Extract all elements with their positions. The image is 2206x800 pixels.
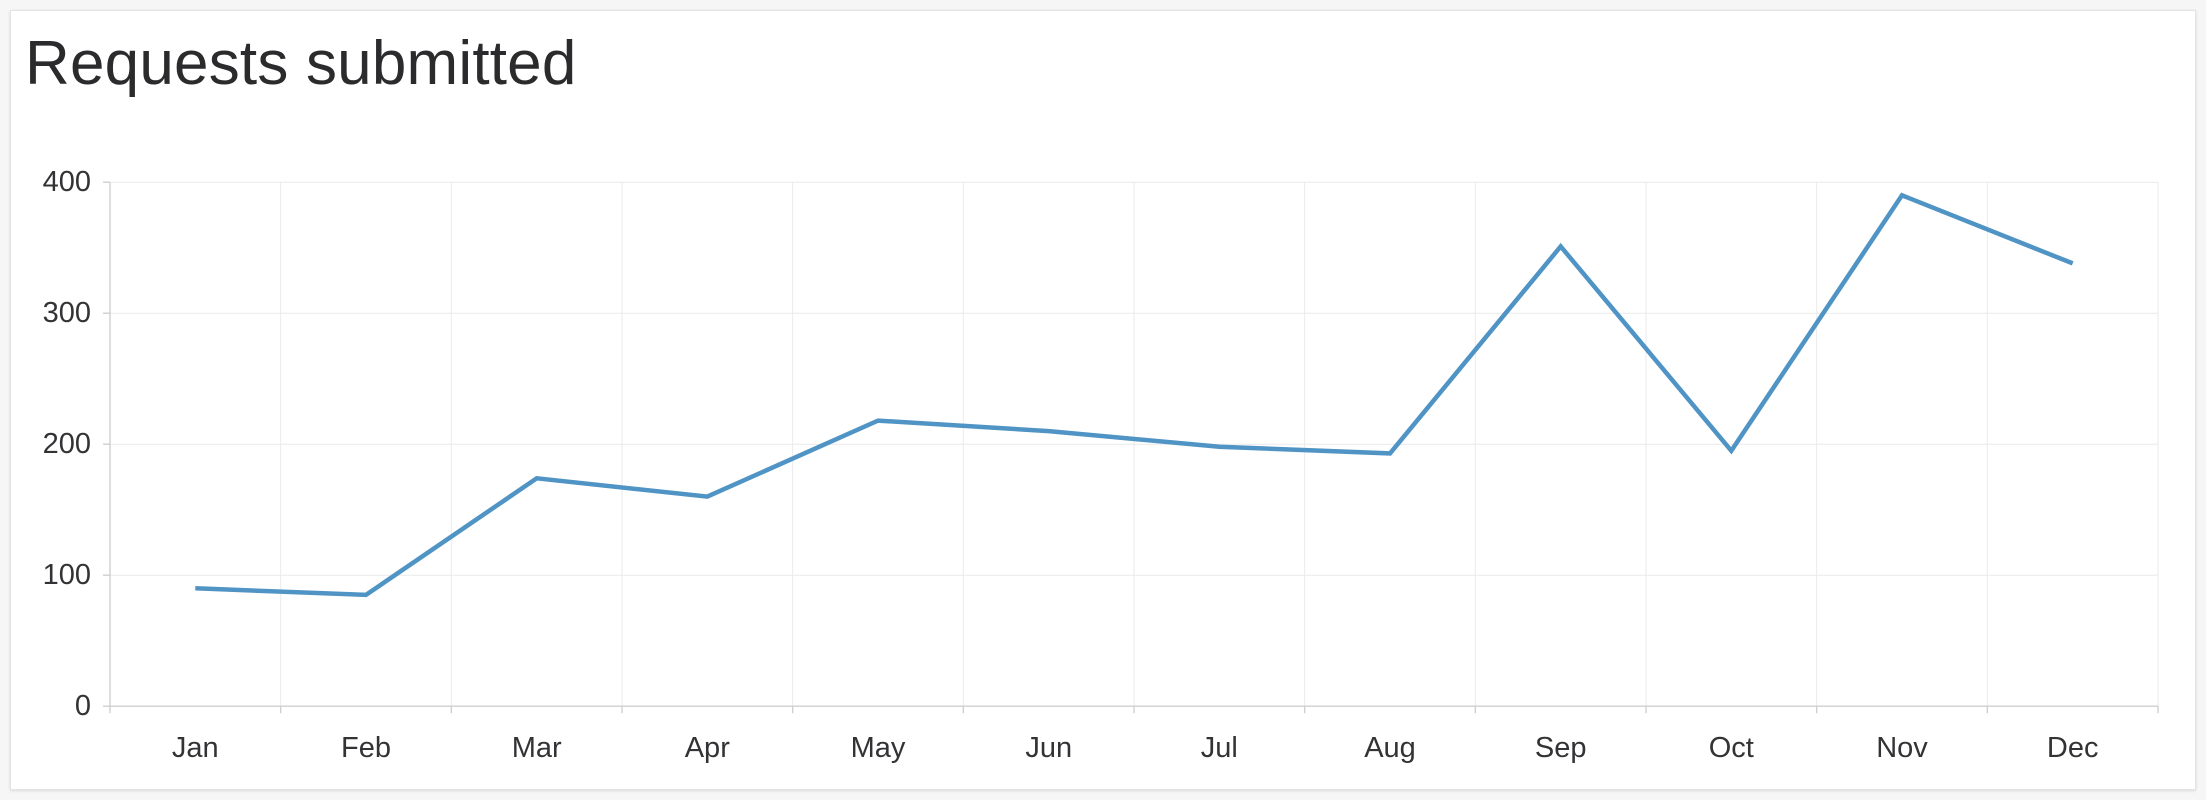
svg-text:200: 200 <box>43 428 91 460</box>
svg-text:Jan: Jan <box>172 732 219 764</box>
svg-text:Jul: Jul <box>1201 732 1238 764</box>
svg-text:0: 0 <box>75 690 91 722</box>
svg-text:Sep: Sep <box>1535 732 1587 764</box>
svg-text:Jun: Jun <box>1025 732 1072 764</box>
svg-text:100: 100 <box>43 559 91 591</box>
svg-text:Aug: Aug <box>1364 732 1416 764</box>
svg-text:Feb: Feb <box>341 732 391 764</box>
svg-text:Apr: Apr <box>685 732 730 764</box>
svg-text:Mar: Mar <box>512 732 562 764</box>
svg-text:300: 300 <box>43 297 91 329</box>
svg-text:May: May <box>851 732 906 764</box>
svg-text:Oct: Oct <box>1709 732 1754 764</box>
svg-text:Dec: Dec <box>2047 732 2099 764</box>
svg-text:Nov: Nov <box>1876 732 1928 764</box>
svg-text:400: 400 <box>43 166 91 198</box>
